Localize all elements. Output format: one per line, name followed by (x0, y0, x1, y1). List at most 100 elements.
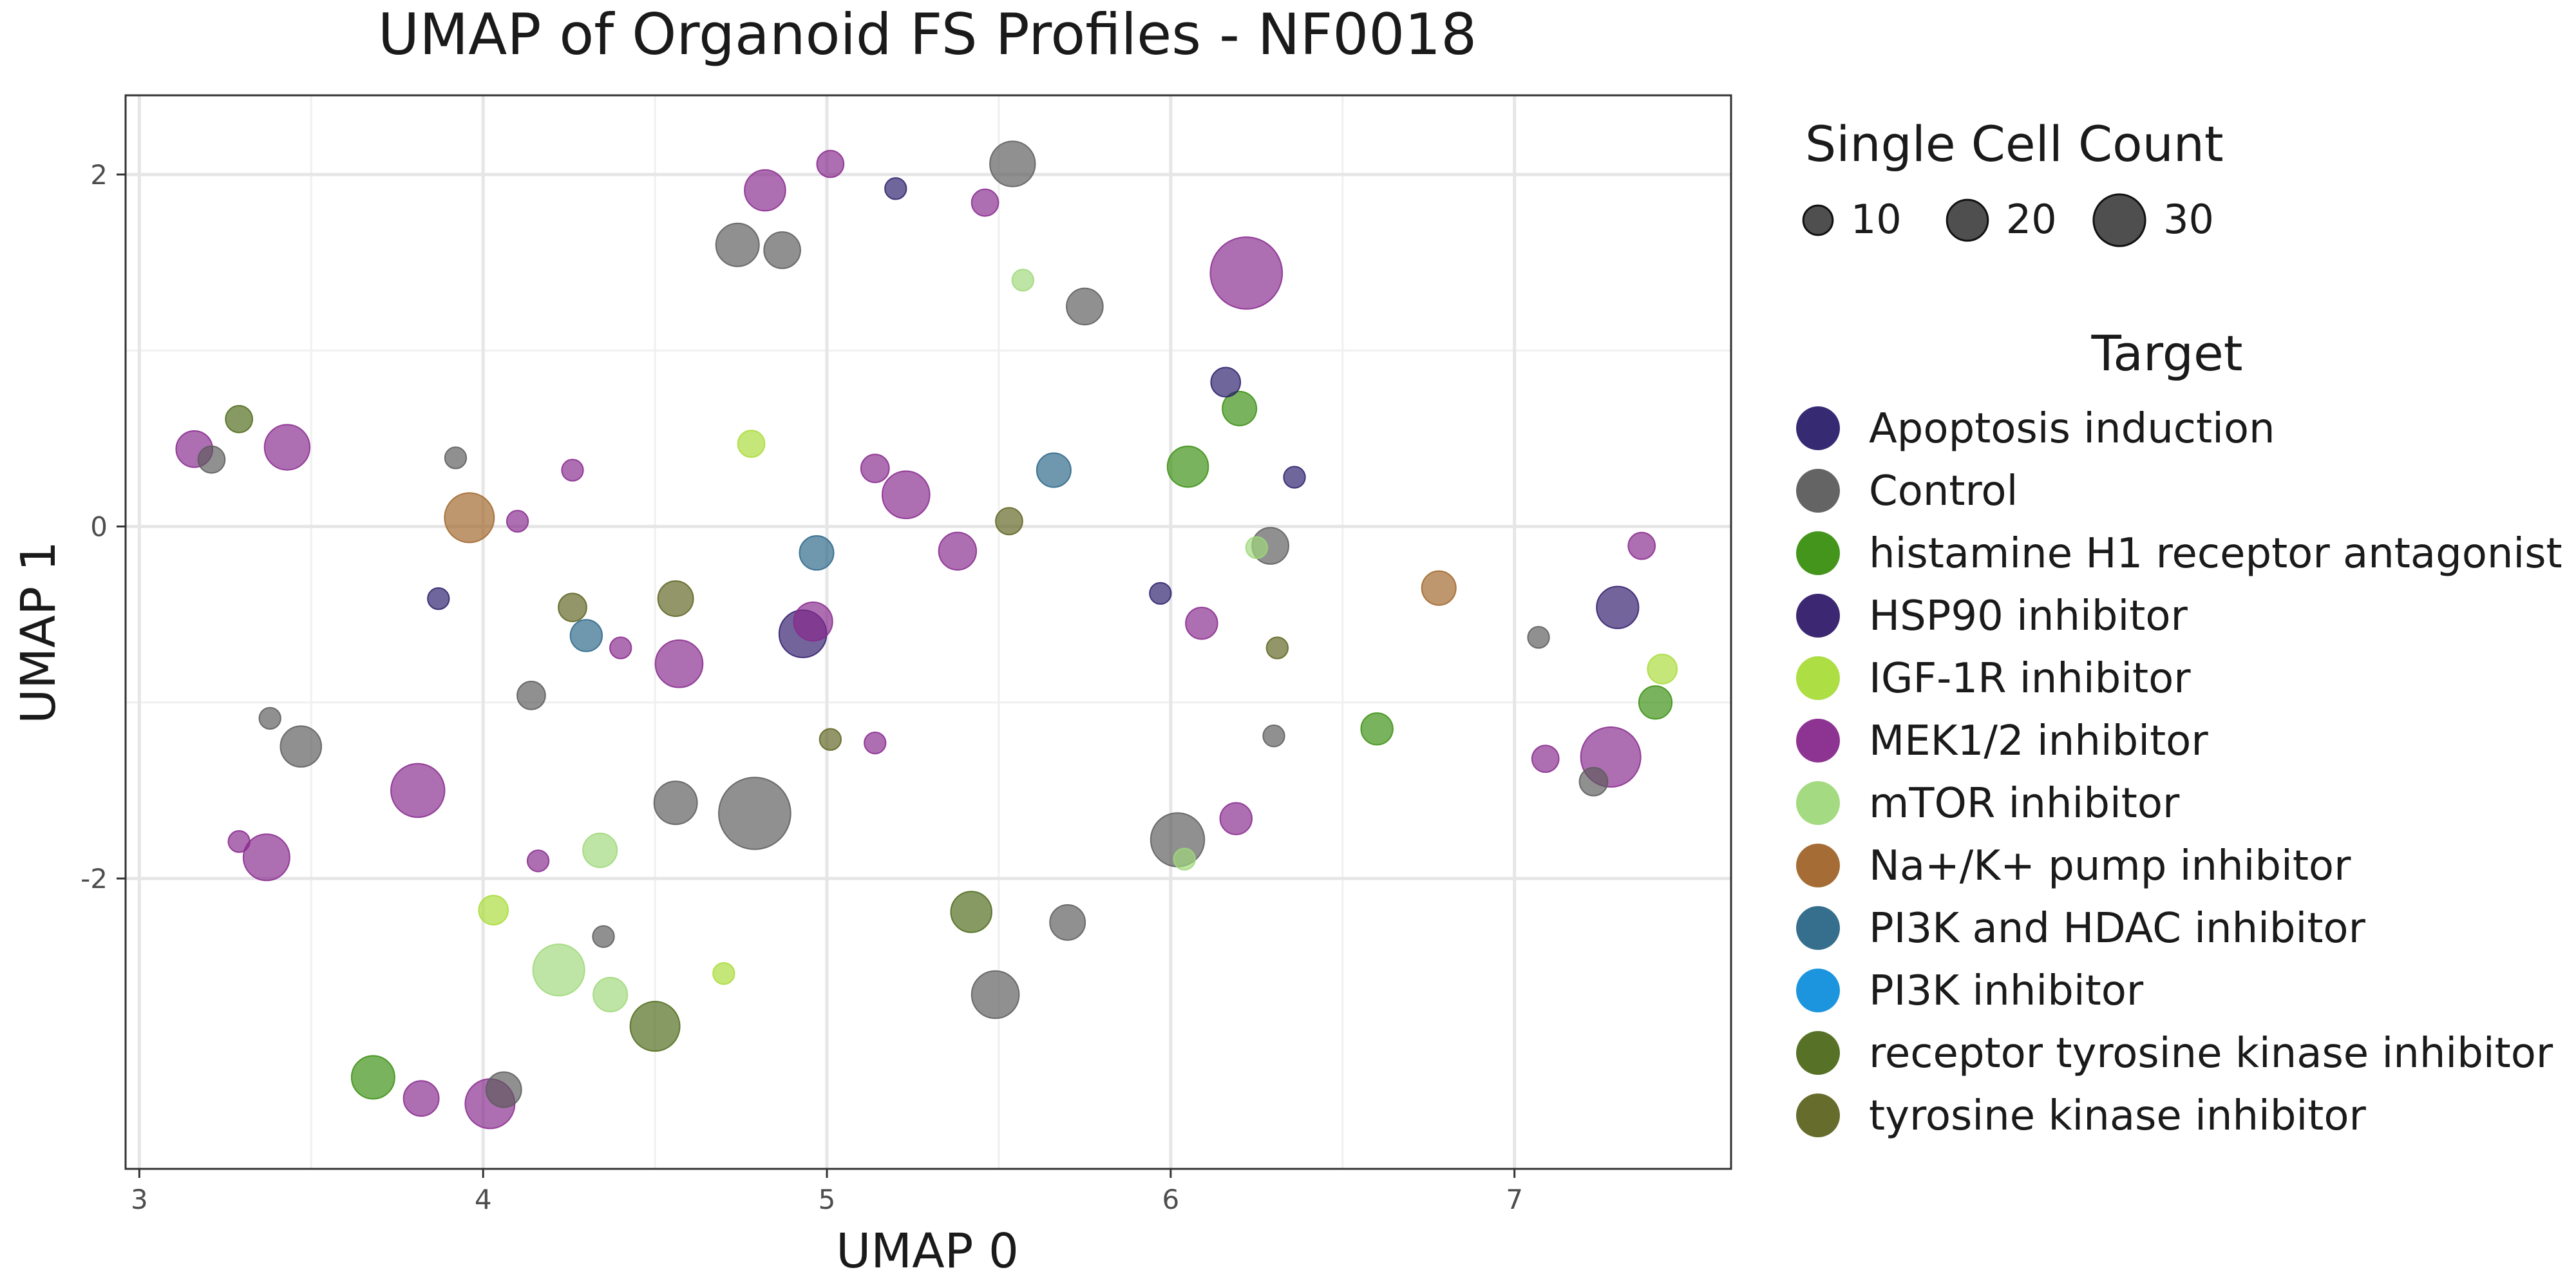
data-point-receptor-tyrosine-kinase-inhibitor (950, 891, 993, 933)
color-legend-symbol (1796, 844, 1840, 887)
data-point-histamine-h1-receptor-antagonist (1166, 445, 1209, 488)
data-point-na-k-pump-inhibitor (1421, 570, 1457, 606)
data-point-pi3k-and-hdac-inhibitor (1036, 452, 1072, 488)
color-legend-label: MEK1/2 inhibitor (1869, 717, 2208, 765)
data-point-tyrosine-kinase-inhibitor (558, 592, 587, 623)
data-point-mtor-inhibitor (1245, 536, 1268, 560)
size-legend: 10 20 30 (1802, 193, 2214, 247)
data-point-mtor-inhibitor (582, 832, 618, 868)
data-point-control (718, 777, 791, 850)
data-point-control (1527, 626, 1550, 649)
data-point-mek1-2-inhibitor (1627, 531, 1656, 560)
data-point-mtor-inhibitor (532, 943, 585, 997)
data-point-control (485, 1071, 522, 1108)
color-legend-symbol (1796, 1031, 1840, 1075)
data-point-mek1-2-inhibitor (881, 470, 931, 520)
color-legend-symbol (1796, 531, 1840, 575)
data-point-mek1-2-inhibitor (654, 639, 704, 688)
color-legend-symbol (1796, 469, 1840, 513)
data-point-mtor-inhibitor (1011, 269, 1034, 292)
color-legend-symbol (1796, 719, 1840, 762)
data-point-mek1-2-inhibitor (938, 531, 978, 571)
data-point-tyrosine-kinase-inhibitor (995, 507, 1023, 536)
color-legend-symbol (1796, 1094, 1840, 1137)
plot-border (124, 94, 1732, 1170)
plot-background (126, 95, 1731, 1169)
data-point-mek1-2-inhibitor (860, 453, 890, 484)
data-point-control (1066, 287, 1104, 326)
data-points (175, 140, 1678, 1130)
data-point-mek1-2-inhibitor (744, 169, 786, 212)
color-legend-label: Apoptosis induction (1869, 405, 2275, 453)
data-point-pi3k-and-hdac-inhibitor (569, 619, 603, 652)
data-point-apoptosis-induction (1149, 582, 1172, 605)
data-point-mek1-2-inhibitor (1531, 744, 1560, 773)
color-legend-label: HSP90 inhibitor (1869, 592, 2188, 640)
data-point-tyrosine-kinase-inhibitor (657, 580, 694, 618)
color-legend-symbol (1796, 406, 1840, 450)
color-legend-symbol (1796, 594, 1840, 638)
data-point-control (1049, 904, 1086, 941)
data-point-mek1-2-inhibitor (526, 849, 550, 873)
x-axis-label: UMAP 0 (836, 1224, 1019, 1279)
data-point-mek1-2-inhibitor (816, 149, 845, 178)
data-point-control (1262, 724, 1285, 748)
data-point-pi3k-and-hdac-inhibitor (799, 535, 835, 571)
data-point-control (444, 446, 468, 469)
x-tick-label: 5 (819, 1184, 836, 1215)
color-legend-title: Target (2090, 325, 2242, 382)
color-legend-label: receptor tyrosine kinase inhibitor (1869, 1030, 2553, 1077)
data-point-igf-1r-inhibitor (737, 430, 766, 458)
data-point-mtor-inhibitor (592, 976, 629, 1012)
y-axis-ticks: 2 0 -2 (80, 159, 126, 895)
color-legend-symbol (1796, 781, 1840, 825)
data-point-control (715, 222, 760, 267)
data-point-apoptosis-induction (1283, 466, 1306, 489)
data-point-control (1578, 766, 1609, 797)
data-point-mek1-2-inhibitor (242, 833, 290, 882)
data-point-histamine-h1-receptor-antagonist (350, 1055, 395, 1100)
data-point-control (763, 231, 801, 269)
y-tick-label: 2 (90, 159, 108, 191)
y-tick-label: 0 (90, 511, 108, 543)
data-point-mek1-2-inhibitor (390, 762, 446, 819)
color-legend-label: IGF-1R inhibitor (1869, 655, 2191, 703)
data-point-control (989, 140, 1036, 187)
data-point-receptor-tyrosine-kinase-inhibitor (225, 404, 254, 433)
x-tick-label: 4 (475, 1184, 492, 1215)
size-legend-label: 10 (1851, 196, 1902, 243)
size-legend-symbol (2092, 193, 2146, 247)
color-legend-symbol (1796, 656, 1840, 700)
color-legend-label: Na+/K+ pump inhibitor (1869, 842, 2351, 890)
data-point-apoptosis-induction (1210, 366, 1242, 398)
data-point-mek1-2-inhibitor (506, 509, 529, 533)
data-point-mek1-2-inhibitor (971, 188, 999, 217)
color-legend-label: PI3K and HDAC inhibitor (1869, 905, 2366, 952)
data-point-control (258, 706, 281, 730)
y-tick-label: -2 (80, 863, 108, 895)
color-legend-label: PI3K inhibitor (1869, 967, 2144, 1015)
data-point-control (279, 725, 323, 768)
data-point-mek1-2-inhibitor (263, 424, 311, 471)
size-legend-symbol (1802, 204, 1834, 236)
data-point-mek1-2-inhibitor (227, 830, 251, 853)
data-point-control (971, 970, 1020, 1019)
color-legend: Apoptosis induction Control histamine H1 r… (1796, 405, 2562, 1140)
data-point-histamine-h1-receptor-antagonist (1360, 712, 1394, 746)
data-point-control (516, 681, 546, 710)
y-axis-label: UMAP 1 (11, 541, 66, 724)
data-point-mek1-2-inhibitor (1219, 802, 1253, 835)
data-point-igf-1r-inhibitor (1647, 654, 1678, 685)
size-legend-symbol (1946, 198, 1989, 242)
color-legend-label: histamine H1 receptor antagonist (1869, 530, 2562, 578)
x-axis-ticks: 3 4 5 6 7 (131, 1169, 1523, 1215)
size-legend-title: Single Cell Count (1805, 115, 2224, 173)
data-point-mek1-2-inhibitor (864, 731, 887, 755)
data-point-mek1-2-inhibitor (793, 601, 833, 642)
data-point-hsp90-inhibitor (1596, 585, 1640, 629)
data-point-igf-1r-inhibitor (712, 961, 735, 985)
color-legend-label: mTOR inhibitor (1869, 780, 2180, 828)
data-point-mek1-2-inhibitor (1185, 607, 1218, 640)
data-point-mek1-2-inhibitor (561, 459, 584, 482)
